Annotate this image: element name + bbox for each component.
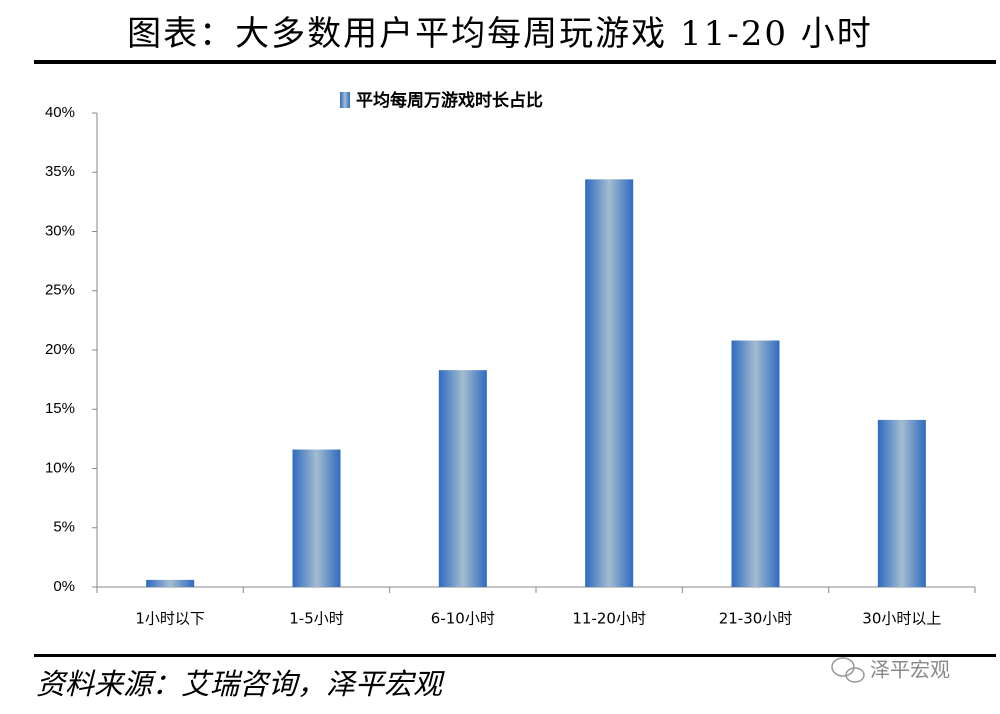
x-tick-label: 6-10小时 bbox=[431, 610, 495, 628]
bar bbox=[146, 579, 195, 587]
watermark: 泽平宏观 bbox=[870, 658, 950, 682]
bar bbox=[292, 449, 341, 587]
y-tick-label: 35% bbox=[45, 163, 75, 180]
y-tick-label: 40% bbox=[45, 104, 75, 121]
x-tick-label: 11-20小时 bbox=[572, 610, 646, 628]
y-tick-label: 5% bbox=[53, 519, 75, 536]
y-tick-label: 0% bbox=[53, 578, 75, 595]
bar bbox=[731, 340, 780, 587]
footer-rule bbox=[34, 654, 996, 657]
y-tick-label: 25% bbox=[45, 282, 75, 299]
bar bbox=[877, 419, 926, 587]
title-rule bbox=[34, 60, 996, 64]
y-tick-label: 30% bbox=[45, 222, 75, 239]
x-tick-label: 1小时以下 bbox=[135, 610, 205, 628]
x-tick-label: 30小时以上 bbox=[862, 610, 941, 628]
y-tick-label: 20% bbox=[45, 341, 75, 358]
legend-swatch bbox=[340, 92, 350, 108]
y-tick-label: 15% bbox=[45, 400, 75, 417]
x-tick-label: 1-5小时 bbox=[289, 610, 344, 628]
watermark-icon bbox=[831, 657, 865, 683]
x-tick-label: 21-30小时 bbox=[719, 610, 793, 628]
chart-title: 图表：大多数用户平均每周玩游戏 11-20 小时 bbox=[127, 14, 873, 54]
source: 资料来源：艾瑞咨询，泽平宏观 bbox=[36, 667, 445, 701]
bar bbox=[438, 370, 487, 587]
y-tick-label: 10% bbox=[45, 459, 75, 476]
bar bbox=[585, 179, 634, 588]
legend-label: 平均每周万游戏时长占比 bbox=[356, 90, 543, 111]
